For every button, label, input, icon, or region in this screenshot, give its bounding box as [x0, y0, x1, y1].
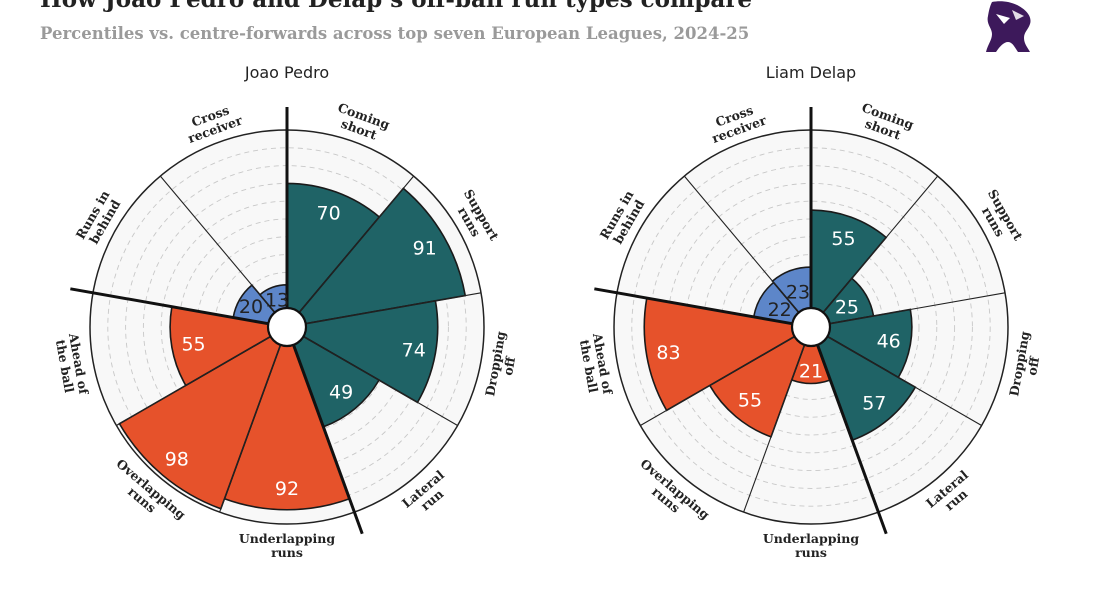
value-label-dropping-off: 74	[402, 339, 426, 361]
category-label-underlapping-runs: Underlapping runs	[763, 531, 859, 560]
group-divider	[70, 287, 269, 326]
premier-league-lion-icon	[986, 1, 1031, 52]
value-label-runs-in-behind: 20	[239, 296, 263, 318]
grid-ring	[631, 147, 991, 507]
spoke	[829, 292, 1006, 325]
value-label-cross-receiver: 13	[265, 290, 289, 312]
value-label-dropping-off: 46	[877, 331, 901, 353]
polar-chart-liam-delap: Liam Delap552546572155832223ComingshortS…	[576, 63, 1046, 560]
chart-subtitle: Percentiles vs. centre-forwards across t…	[40, 24, 750, 43]
value-label-ahead-of-the-ball: 55	[181, 333, 205, 355]
category-label-ahead-of-the-ball: Ahead ofthe ball	[52, 331, 92, 399]
value-label-lateral-run: 57	[862, 392, 886, 414]
group-divider	[594, 287, 793, 326]
spoke	[743, 344, 806, 513]
center-hole	[266, 306, 308, 348]
spoke	[298, 175, 415, 313]
player-name: Liam Delap	[766, 63, 856, 82]
value-label-cross-receiver: 23	[786, 281, 810, 303]
value-label-underlapping-runs: 92	[275, 478, 299, 500]
category-label-ahead-of-the-ball: Ahead ofthe ball	[576, 331, 616, 399]
spoke	[219, 344, 282, 513]
grid-ring	[684, 200, 938, 454]
value-label-overlapping-runs: 98	[165, 448, 189, 470]
spoke	[640, 336, 795, 426]
group-divider	[292, 344, 364, 535]
value-label-overlapping-runs: 55	[738, 390, 762, 412]
center-hole	[790, 306, 832, 348]
spoke	[159, 175, 276, 313]
category-label-dropping-off: Droppingoff	[482, 330, 522, 400]
spoke	[305, 292, 482, 325]
value-label-ahead-of-the-ball: 83	[656, 342, 680, 364]
group-divider	[816, 344, 888, 535]
chart-title: How Joao Pedro and Delap’s off-ball run …	[40, 0, 752, 13]
value-label-support-runs: 91	[413, 238, 437, 260]
category-label-dropping-off: Droppingoff	[1006, 330, 1046, 400]
value-label-coming-short: 70	[316, 203, 340, 225]
spoke	[303, 336, 458, 426]
spoke	[116, 336, 271, 426]
spoke	[683, 175, 800, 313]
player-name: Joao Pedro	[244, 63, 329, 82]
value-label-runs-in-behind: 22	[768, 299, 792, 321]
spoke	[822, 175, 939, 313]
value-label-underlapping-runs: 21	[799, 360, 823, 382]
value-label-lateral-run: 49	[329, 382, 353, 404]
spoke	[827, 336, 982, 426]
value-label-coming-short: 55	[831, 228, 855, 250]
category-label-underlapping-runs: Underlapping runs	[239, 531, 335, 560]
value-label-support-runs: 25	[835, 296, 859, 318]
